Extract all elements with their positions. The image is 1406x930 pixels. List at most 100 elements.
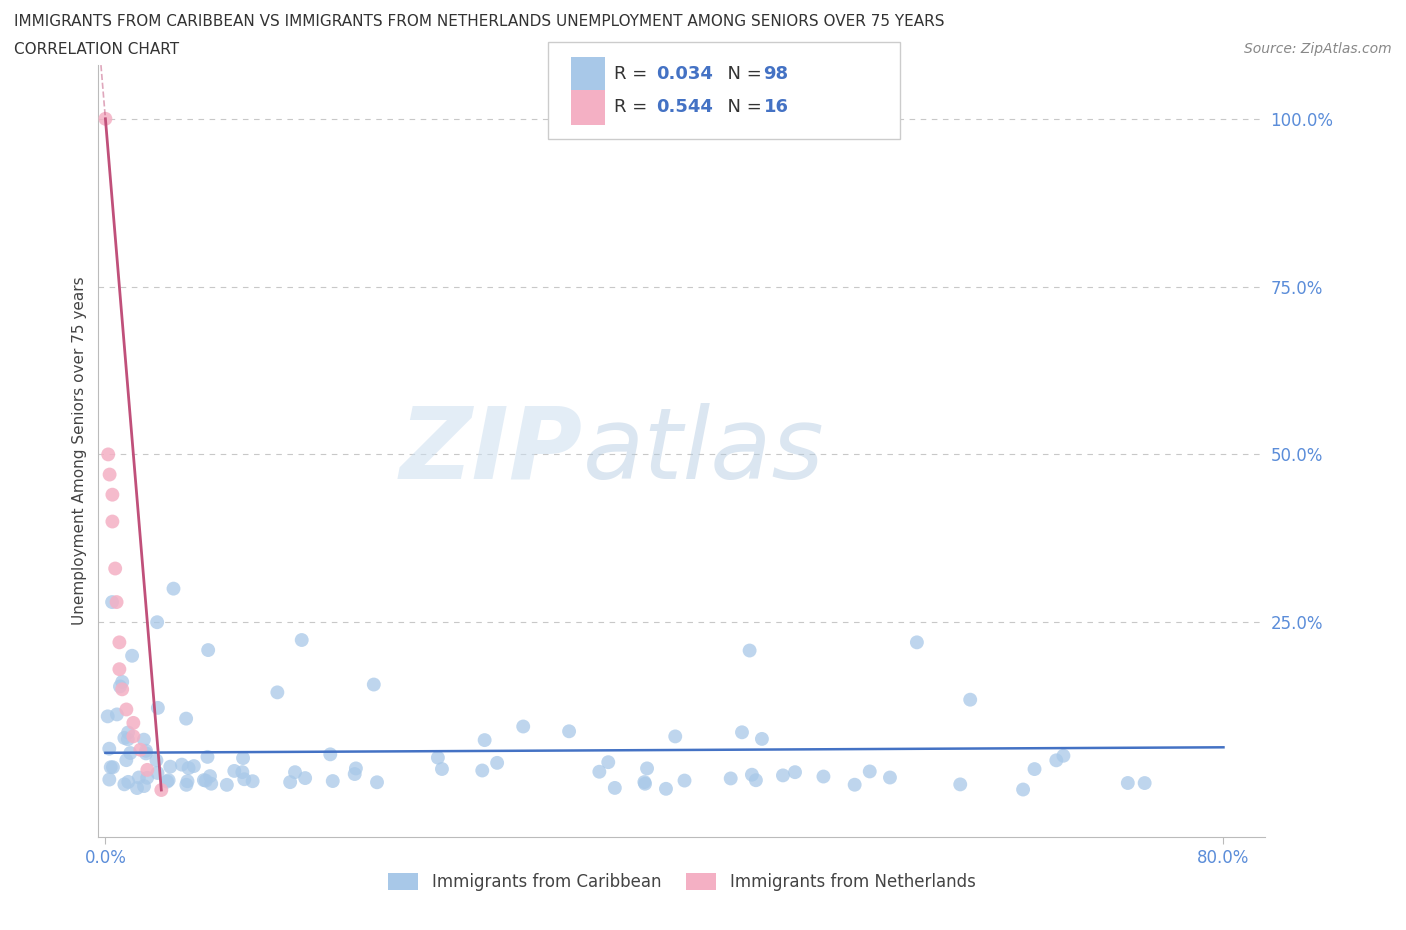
Point xyxy=(150,782,173,797)
Point xyxy=(170,757,193,772)
Point xyxy=(598,755,620,770)
Point xyxy=(105,594,128,609)
Point xyxy=(633,775,655,790)
Point xyxy=(474,733,496,748)
Point xyxy=(278,775,301,790)
Point xyxy=(108,679,131,694)
Point xyxy=(486,755,509,770)
Point xyxy=(294,771,316,786)
Point xyxy=(101,594,124,609)
Text: 0.034: 0.034 xyxy=(657,65,713,83)
Point xyxy=(97,447,120,462)
Point xyxy=(879,770,901,785)
Point xyxy=(98,467,121,482)
Point xyxy=(115,752,138,767)
Point xyxy=(198,769,221,784)
Point xyxy=(135,743,157,758)
Point xyxy=(512,719,534,734)
Point xyxy=(1045,753,1067,768)
Point xyxy=(673,773,696,788)
Point xyxy=(101,514,124,529)
Point xyxy=(176,774,198,789)
Point xyxy=(291,632,314,647)
Text: R =: R = xyxy=(614,99,654,116)
Point xyxy=(117,725,139,740)
Point xyxy=(183,759,205,774)
Point xyxy=(634,777,657,791)
Text: ZIP: ZIP xyxy=(399,403,582,499)
Point xyxy=(1133,776,1156,790)
Point xyxy=(200,777,222,791)
Point xyxy=(177,761,200,776)
Point xyxy=(97,709,120,724)
Point xyxy=(603,780,626,795)
Text: Source: ZipAtlas.com: Source: ZipAtlas.com xyxy=(1244,42,1392,56)
Point xyxy=(664,729,686,744)
Point xyxy=(471,763,494,777)
Point xyxy=(558,724,581,738)
Point xyxy=(94,112,117,126)
Text: 0.544: 0.544 xyxy=(657,99,713,116)
Point xyxy=(112,730,135,745)
Point xyxy=(1024,762,1046,777)
Point xyxy=(738,643,761,658)
Point xyxy=(783,764,806,779)
Point xyxy=(363,677,385,692)
Point xyxy=(135,746,157,761)
Point xyxy=(284,764,307,779)
Point xyxy=(98,772,121,787)
Point xyxy=(122,715,145,730)
Point xyxy=(117,732,139,747)
Point xyxy=(366,775,388,790)
Point xyxy=(197,750,219,764)
Point xyxy=(741,767,763,782)
Point xyxy=(232,751,254,765)
Point xyxy=(176,777,198,792)
Point xyxy=(129,742,152,757)
Text: N =: N = xyxy=(716,65,768,83)
Point xyxy=(111,674,134,689)
Text: atlas: atlas xyxy=(582,403,824,499)
Point xyxy=(117,775,139,790)
Text: 16: 16 xyxy=(763,99,789,116)
Point xyxy=(122,729,145,744)
Text: IMMIGRANTS FROM CARIBBEAN VS IMMIGRANTS FROM NETHERLANDS UNEMPLOYMENT AMONG SENI: IMMIGRANTS FROM CARIBBEAN VS IMMIGRANTS … xyxy=(14,14,945,29)
Point xyxy=(157,773,180,788)
Point xyxy=(156,774,179,789)
Point xyxy=(193,773,215,788)
Point xyxy=(101,760,124,775)
Point xyxy=(174,711,197,726)
Point xyxy=(215,777,238,792)
Point xyxy=(242,774,264,789)
Y-axis label: Unemployment Among Seniors over 75 years: Unemployment Among Seniors over 75 years xyxy=(72,277,87,625)
Point xyxy=(112,777,135,791)
Point xyxy=(655,781,678,796)
Legend: Immigrants from Caribbean, Immigrants from Netherlands: Immigrants from Caribbean, Immigrants fr… xyxy=(381,867,983,898)
Point xyxy=(105,707,128,722)
Point xyxy=(136,763,159,777)
Point xyxy=(101,487,124,502)
Point xyxy=(905,635,928,650)
Point xyxy=(859,764,882,779)
Point xyxy=(720,771,742,786)
Point xyxy=(1012,782,1035,797)
Point xyxy=(194,773,217,788)
Point xyxy=(745,773,768,788)
Point xyxy=(136,770,159,785)
Point xyxy=(1116,776,1139,790)
Point xyxy=(266,684,288,699)
Text: R =: R = xyxy=(614,65,654,83)
Point xyxy=(224,764,246,778)
Point xyxy=(751,732,773,747)
Point xyxy=(98,741,121,756)
Point xyxy=(343,766,366,781)
Point xyxy=(146,615,169,630)
Point xyxy=(120,746,142,761)
Point xyxy=(588,764,610,779)
Point xyxy=(159,759,181,774)
Point xyxy=(197,643,219,658)
Point xyxy=(108,635,131,650)
Point xyxy=(949,777,972,791)
Point xyxy=(426,751,449,765)
Point xyxy=(100,760,122,775)
